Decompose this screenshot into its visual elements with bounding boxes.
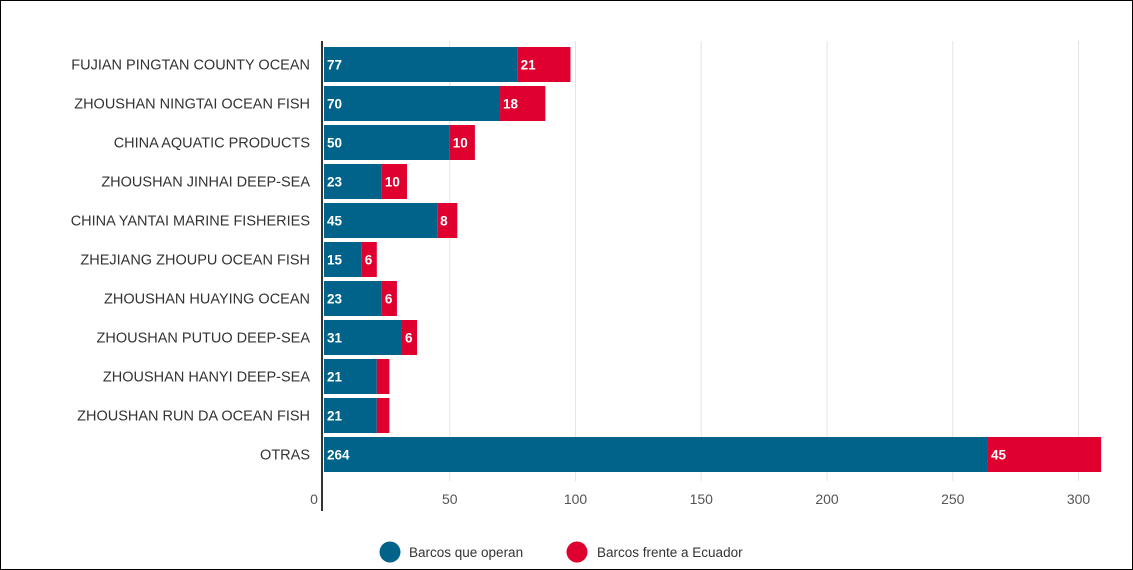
legend-swatch bbox=[566, 541, 588, 563]
bar-segment-barcos-frente-a-ecuador bbox=[361, 242, 377, 277]
bar-segment-barcos-que-operan bbox=[324, 437, 988, 472]
x-tick-label: 50 bbox=[442, 491, 458, 507]
bar-segment-barcos-frente-a-ecuador bbox=[437, 203, 458, 238]
legend-swatch bbox=[379, 541, 401, 563]
bar-segment-barcos-que-operan bbox=[324, 398, 377, 433]
bar-segment-barcos-que-operan bbox=[324, 47, 518, 82]
bar-segment-barcos-que-operan bbox=[324, 86, 501, 121]
bar-value-label: 6 bbox=[385, 292, 393, 307]
bars: 77 21 70 18 50 10 23 10 45 8 15 6 23 6 31 6 21 21 264 45 bbox=[324, 47, 1102, 472]
bar-value-label: 264 bbox=[327, 448, 350, 463]
x-tick-label: 200 bbox=[815, 491, 839, 507]
legend-label: Barcos frente a Ecuador bbox=[597, 545, 743, 560]
bar-value-label: 70 bbox=[327, 97, 342, 112]
x-tick-label: 100 bbox=[564, 491, 588, 507]
bar-segment-barcos-frente-a-ecuador bbox=[376, 398, 390, 433]
legend: Barcos que operan Barcos frente a Ecuador bbox=[379, 541, 743, 563]
category-label: FUJIAN PINGTAN COUNTY OCEAN bbox=[71, 58, 310, 74]
bar-value-label: 8 bbox=[440, 214, 448, 229]
legend-label: Barcos que operan bbox=[409, 545, 523, 560]
bar-value-label: 18 bbox=[503, 97, 519, 112]
bar-value-label: 23 bbox=[327, 292, 343, 307]
bar-value-label: 31 bbox=[327, 331, 343, 346]
bar-value-label: 50 bbox=[327, 136, 342, 151]
bar-segment-barcos-frente-a-ecuador bbox=[401, 320, 418, 355]
bar-value-label: 10 bbox=[453, 136, 468, 151]
grid-lines bbox=[449, 41, 1079, 481]
bar-segment-barcos-frente-a-ecuador bbox=[500, 86, 546, 121]
bar-segment-barcos-que-operan bbox=[324, 242, 362, 277]
bar-value-label: 6 bbox=[365, 253, 373, 268]
category-label: ZHOUSHAN PUTUO DEEP-SEA bbox=[97, 331, 311, 347]
bar-segment-barcos-frente-a-ecuador bbox=[381, 164, 407, 199]
bar-value-label: 45 bbox=[991, 448, 1007, 463]
bar-segment-barcos-frente-a-ecuador bbox=[376, 359, 390, 394]
bar-value-label: 21 bbox=[521, 58, 537, 73]
category-label: ZHOUSHAN HUAYING OCEAN bbox=[104, 292, 310, 308]
bar-segment-barcos-que-operan bbox=[324, 125, 450, 160]
x-tick-label: 150 bbox=[690, 491, 714, 507]
category-label: OTRAS bbox=[260, 448, 310, 464]
category-label: ZHOUSHAN RUN DA OCEAN FISH bbox=[77, 409, 310, 425]
x-tick-label: 0 bbox=[310, 491, 318, 507]
x-tick-label: 250 bbox=[941, 491, 965, 507]
bar-segment-barcos-frente-a-ecuador bbox=[381, 281, 397, 316]
bar-value-label: 21 bbox=[327, 409, 343, 424]
bar-segment-barcos-frente-a-ecuador bbox=[517, 47, 571, 82]
bar-segment-barcos-frente-a-ecuador bbox=[987, 437, 1102, 472]
bar-value-label: 77 bbox=[327, 58, 342, 73]
bar-value-label: 15 bbox=[327, 253, 343, 268]
bar-value-label: 45 bbox=[327, 214, 343, 229]
bar-segment-barcos-que-operan bbox=[324, 320, 402, 355]
x-tick-label: 300 bbox=[1067, 491, 1091, 507]
category-label: CHINA AQUATIC PRODUCTS bbox=[114, 136, 310, 152]
axes: 0 50 100 150 200 250 300 FUJIAN PINGTAN COUNTY … bbox=[71, 41, 1091, 511]
category-label: CHINA YANTAI MARINE FISHERIES bbox=[71, 214, 310, 230]
bar-segment-barcos-que-operan bbox=[324, 281, 382, 316]
category-label: ZHOUSHAN NINGTAI OCEAN FISH bbox=[74, 97, 310, 113]
bar-segment-barcos-que-operan bbox=[324, 203, 438, 238]
category-label: ZHEJIANG ZHOUPU OCEAN FISH bbox=[80, 253, 310, 269]
bar-value-label: 6 bbox=[405, 331, 413, 346]
bar-value-label: 21 bbox=[327, 370, 343, 385]
bar-segment-barcos-que-operan bbox=[324, 164, 382, 199]
category-label: ZHOUSHAN JINHAI DEEP-SEA bbox=[101, 175, 310, 191]
category-label: ZHOUSHAN HANYI DEEP-SEA bbox=[103, 370, 310, 386]
bar-segment-barcos-que-operan bbox=[324, 359, 377, 394]
bar-segment-barcos-frente-a-ecuador bbox=[449, 125, 475, 160]
bar-value-label: 10 bbox=[385, 175, 400, 190]
bar-value-label: 23 bbox=[327, 175, 343, 190]
